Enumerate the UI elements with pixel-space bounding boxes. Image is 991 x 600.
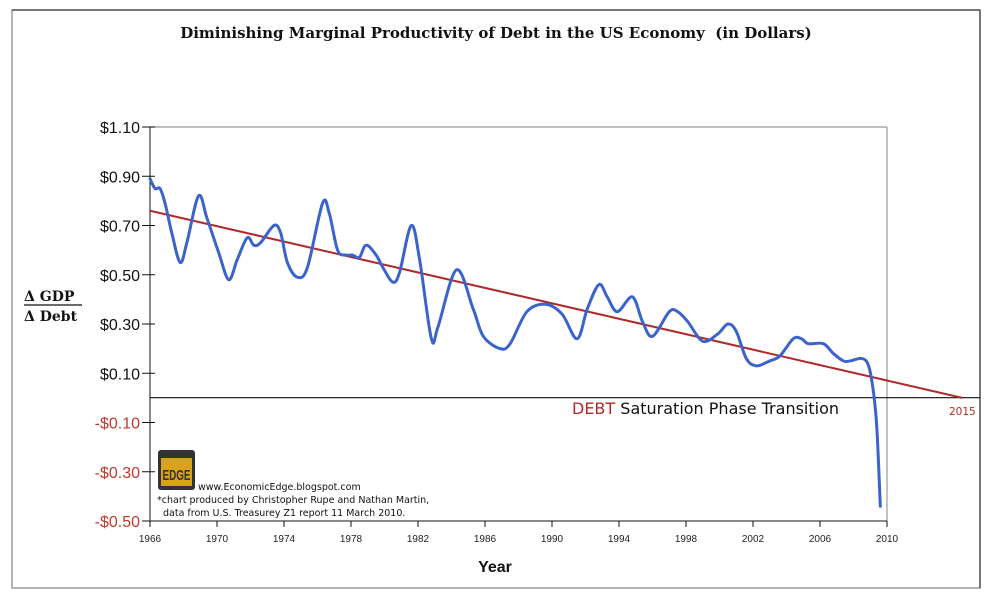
x-axis-label: Year — [478, 559, 512, 576]
x-ticks: 1966 1970 1974 1978 1982 1986 1990 1994 1998 2002… — [139, 521, 899, 545]
annotation-debt: DEBT — [572, 399, 615, 418]
y-tick-label: $0.50 — [100, 268, 140, 285]
y-tick-label: $0.90 — [100, 169, 140, 186]
credit-line-2: data from U.S. Treasurey Z1 report 11 Ma… — [163, 508, 405, 519]
x-tick-label: 1974 — [273, 534, 296, 545]
credit-line-1: *chart produced by Christopher Rupe and … — [157, 495, 429, 506]
annotation-rest: Saturation Phase Transition — [620, 399, 839, 418]
ylabel-denominator: Δ Debt — [24, 309, 78, 325]
y-tick-label: $0.10 — [100, 366, 140, 383]
credit-url: www.EconomicEdge.blogspot.com — [198, 482, 361, 493]
x-tick-label: 1986 — [474, 534, 497, 545]
x-tick-label: 2002 — [742, 534, 765, 545]
logo-text: EDGE — [163, 467, 191, 484]
economic-edge-logo: EDGE — [158, 450, 195, 490]
x-tick-label: 1970 — [206, 534, 229, 545]
x-tick-label: 1994 — [608, 534, 631, 545]
y-tick-label: -$0.30 — [95, 465, 140, 482]
y-tick-label: -$0.50 — [95, 514, 140, 531]
chart-title: Diminishing Marginal Productivity of Deb… — [180, 24, 812, 42]
y-tick-label: $0.70 — [100, 219, 140, 236]
x-tick-label: 1998 — [675, 534, 698, 545]
y-tick-label: -$0.10 — [95, 416, 140, 433]
x-tick-label: 2006 — [809, 534, 832, 545]
series-line — [148, 177, 882, 508]
trend-end-label: 2015 — [949, 406, 976, 418]
x-tick-label: 1978 — [340, 534, 363, 545]
ylabel-numerator: Δ GDP — [24, 289, 75, 305]
x-tick-label: 1990 — [541, 534, 564, 545]
x-tick-label: 1982 — [407, 534, 430, 545]
y-tick-label: $1.10 — [100, 120, 140, 137]
x-tick-label: 2010 — [876, 534, 899, 545]
y-ticks: $1.10 $0.90 $0.70 $0.50 $0.30 $0.10 -$0.10 -$0.… — [95, 120, 155, 531]
trend-line — [149, 209, 963, 399]
x-tick-label: 1966 — [139, 534, 162, 545]
annotation: DEBT Saturation Phase Transition — [572, 399, 839, 418]
y-tick-label: $0.30 — [100, 317, 140, 334]
